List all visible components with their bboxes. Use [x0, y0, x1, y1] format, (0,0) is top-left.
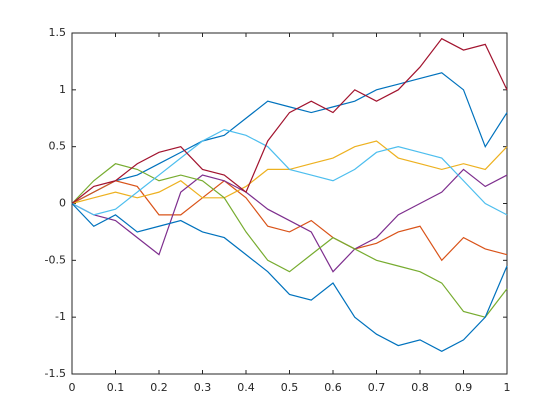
x-tick-label: 0.9 [455, 381, 473, 394]
x-tick-label: 0.3 [194, 381, 212, 394]
y-tick-label: -1.5 [45, 367, 66, 380]
x-tick-label: 1 [504, 381, 511, 394]
y-tick-label: 1.5 [49, 26, 67, 39]
y-tick-label: -0.5 [45, 253, 66, 266]
x-tick-label: 0.2 [150, 381, 168, 394]
series-line [71, 168, 508, 273]
y-tick-label: 1 [59, 83, 66, 96]
series-line [71, 72, 508, 205]
x-tick-label: 0.4 [237, 381, 255, 394]
y-tick-label: 0.5 [49, 140, 67, 153]
plot-frame [71, 32, 508, 375]
y-tick-label: -1 [55, 310, 66, 323]
series-line [71, 163, 508, 318]
x-tick-label: 0.1 [107, 381, 125, 394]
series-line [71, 128, 508, 216]
x-tick-label: 0 [69, 381, 76, 394]
x-tick-label: 0.6 [324, 381, 342, 394]
x-tick-label: 0.5 [281, 381, 299, 394]
x-tick-label: 0.7 [368, 381, 386, 394]
y-tick-label: 0 [59, 197, 66, 210]
series-line [71, 203, 508, 352]
x-tick-label: 0.8 [411, 381, 429, 394]
series-line [71, 37, 508, 204]
